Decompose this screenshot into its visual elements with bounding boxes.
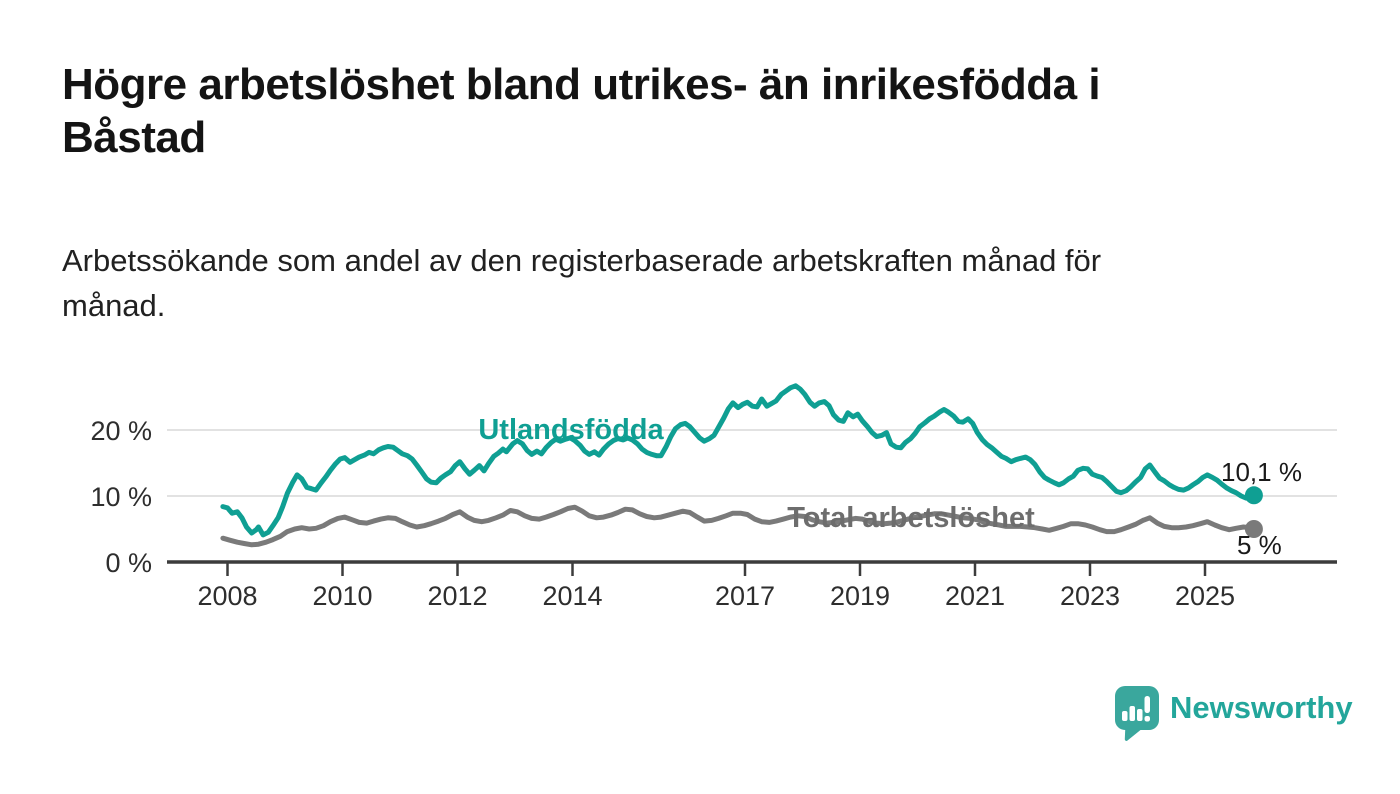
x-axis-label-2017: 2017 (715, 581, 775, 611)
y-axis-label-0-percent: 0 % (105, 548, 152, 578)
page-title: Högre arbetslöshet bland utrikes- än inr… (62, 58, 1101, 164)
x-axis-label-2014: 2014 (542, 581, 602, 611)
page-subtitle-line-2: månad. (62, 288, 166, 323)
page-subtitle: Arbetssökande som andel av den registerb… (62, 238, 1101, 328)
end-value-label-utlandsf-dda: 10,1 % (1221, 457, 1302, 487)
y-axis-label-10-percent: 10 % (90, 482, 152, 512)
page-subtitle-line-1: Arbetssökande som andel av den registerb… (62, 243, 1102, 278)
exclamation-bar (1144, 696, 1150, 713)
series-line-utlandsf-dda (220, 383, 1257, 538)
end-value-label-total-arbetsl-shet: 5 % (1237, 530, 1282, 560)
y-axis-label-20-percent: 20 % (90, 416, 152, 446)
page-title-line-1: Högre arbetslöshet bland utrikes- än inr… (62, 60, 1101, 109)
series-label-utlandsf-dda: Utlandsfödda (478, 414, 664, 446)
x-axis-label-2008: 2008 (197, 581, 257, 611)
series-label-total-arbetsl-shet: Total arbetslöshet (787, 502, 1035, 534)
end-dot-total-arbetsl-shet (1244, 520, 1263, 538)
newsworthy-logo-icon (1115, 686, 1159, 741)
x-axis-label-2025: 2025 (1175, 581, 1235, 611)
x-axis-label-2023: 2023 (1060, 581, 1120, 611)
exclamation-dot (1144, 716, 1150, 722)
bar-short (1122, 711, 1128, 721)
newsworthy-logo: Newsworthy (1114, 685, 1353, 741)
bar-medium (1137, 709, 1143, 721)
x-axis-label-2012: 2012 (427, 581, 487, 611)
bar-tall (1129, 706, 1135, 721)
end-dot-utlandsf-dda (1244, 486, 1263, 505)
series-line-total-arbetsl-shet (220, 504, 1257, 548)
x-axis-label-2019: 2019 (830, 581, 890, 611)
x-axis-label-2010: 2010 (312, 581, 372, 611)
newsworthy-logo-text: Newsworthy (1170, 690, 1353, 725)
page-title-line-2: Båstad (62, 113, 206, 162)
x-axis-label-2021: 2021 (945, 581, 1005, 611)
